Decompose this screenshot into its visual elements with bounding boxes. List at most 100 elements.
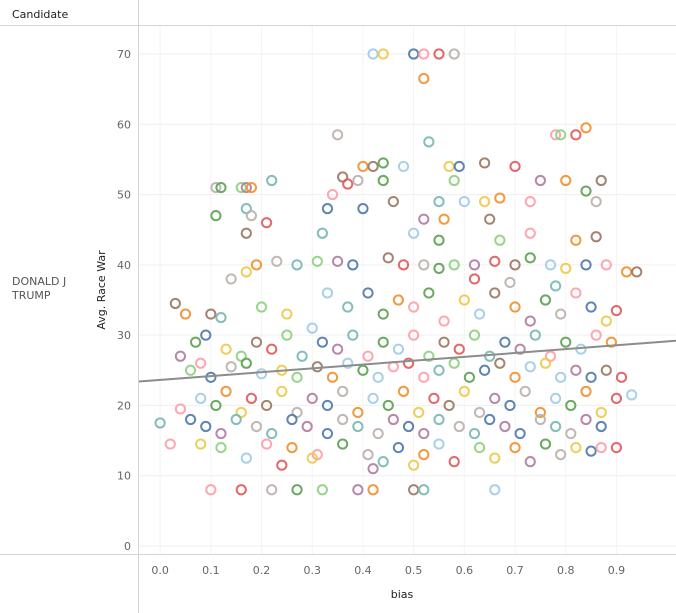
data-point (184, 413, 197, 426)
data-point (250, 420, 263, 433)
data-point (245, 181, 257, 194)
row-label-line1: DONALD J (12, 275, 66, 288)
data-point (479, 157, 491, 169)
data-point (372, 371, 384, 383)
data-point (458, 196, 470, 208)
data-point (423, 350, 435, 362)
data-point (494, 357, 506, 369)
x-tick-label: 0.9 (608, 564, 626, 577)
data-point (357, 203, 369, 215)
data-point (261, 217, 273, 229)
data-point (550, 129, 562, 141)
x-tick-label: 0.1 (202, 564, 220, 577)
data-point (179, 308, 192, 320)
data-point (200, 420, 212, 433)
data-point (331, 255, 344, 267)
data-point (499, 420, 511, 433)
data-point (610, 392, 623, 404)
data-point (489, 452, 501, 464)
data-point (418, 371, 430, 383)
data-point (504, 399, 516, 412)
data-point (590, 329, 602, 341)
x-axis-title: bias (391, 588, 414, 601)
data-points (154, 48, 643, 496)
data-point (453, 343, 465, 355)
data-point (225, 361, 237, 373)
data-point (408, 301, 420, 313)
data-point (448, 357, 460, 369)
y-axis-title: Avg. Race War (95, 250, 108, 330)
data-point (509, 301, 521, 313)
data-point (580, 385, 592, 397)
header-row: Candidate (0, 8, 676, 26)
data-point (342, 178, 354, 190)
data-point (215, 181, 227, 194)
data-point (306, 322, 318, 334)
data-point (164, 438, 176, 450)
data-point (468, 427, 481, 440)
data-point (544, 350, 557, 362)
x-tick-label: 0.5 (405, 564, 423, 577)
data-point (484, 350, 496, 362)
data-point (524, 196, 536, 208)
data-point (539, 357, 552, 369)
data-point (266, 427, 278, 440)
data-point (271, 255, 283, 267)
data-point (210, 181, 222, 194)
data-point (245, 210, 257, 222)
data-point (276, 459, 288, 471)
data-point (316, 227, 328, 239)
data-point (402, 420, 415, 433)
data-point (418, 427, 430, 440)
x-tick-label: 0.4 (354, 564, 372, 577)
data-point (397, 259, 410, 271)
data-point (377, 48, 389, 60)
data-point (555, 129, 567, 141)
data-point (311, 255, 323, 267)
data-point (377, 308, 389, 320)
data-point (240, 203, 252, 215)
data-point (418, 484, 430, 496)
data-point (402, 357, 415, 369)
data-point (458, 385, 470, 397)
y-tick-label: 60 (117, 118, 131, 131)
data-point (580, 413, 592, 426)
data-point (514, 343, 526, 355)
data-point (250, 336, 263, 348)
data-point (595, 406, 607, 419)
row-label-line2: TRUMP (11, 289, 51, 302)
data-point (347, 259, 359, 271)
data-point (489, 392, 501, 404)
data-point (342, 301, 354, 313)
data-point (210, 210, 222, 222)
data-point (291, 484, 303, 496)
data-point (534, 174, 546, 187)
data-point (352, 484, 364, 496)
data-point (468, 329, 481, 341)
data-point (585, 445, 597, 457)
data-point (509, 371, 521, 383)
data-point (534, 406, 546, 419)
data-point (331, 129, 344, 141)
data-point (595, 174, 607, 187)
data-point (555, 308, 567, 320)
data-point (499, 336, 511, 348)
data-point (235, 350, 247, 362)
data-point (524, 252, 536, 264)
data-point (382, 252, 394, 264)
data-point (367, 484, 379, 496)
data-point (570, 442, 582, 454)
data-point (205, 484, 217, 496)
data-point (281, 329, 293, 341)
data-point (418, 73, 430, 85)
data-point (448, 456, 460, 468)
data-point (362, 287, 374, 299)
data-point (428, 392, 440, 404)
data-point (174, 350, 187, 362)
data-point (494, 234, 506, 246)
data-point (595, 420, 607, 433)
data-point (296, 350, 308, 362)
data-point (458, 294, 470, 306)
data-point (326, 188, 339, 201)
data-point (255, 301, 268, 313)
